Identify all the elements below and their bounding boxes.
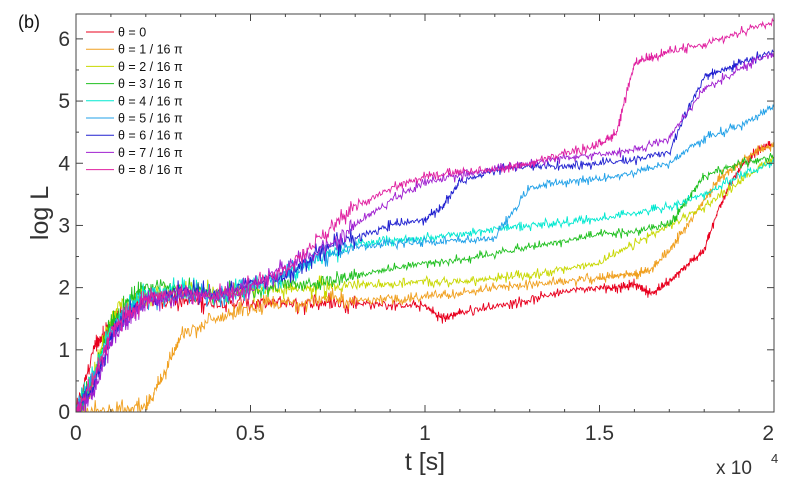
x-tick-label: 2 <box>762 422 774 445</box>
legend-label-0: θ = 0 <box>118 26 146 40</box>
x-tick-label: 1 <box>419 422 431 445</box>
y-tick-label: 2 <box>58 277 70 300</box>
ticks-layer: 0 0.5 1 1.5 2 0 1 2 3 4 5 6 <box>58 14 775 445</box>
y-tick-label: 4 <box>58 152 70 175</box>
series-line-4 <box>76 158 774 412</box>
legend-label-2: θ = 2 / 16 π <box>118 60 183 74</box>
y-tick-label: 3 <box>58 214 70 237</box>
series-line-8 <box>76 17 774 412</box>
y-axis-title: log L <box>26 186 54 240</box>
legend-label-6: θ = 6 / 16 π <box>118 129 183 143</box>
legend: θ = 0 θ = 1 / 16 π θ = 2 / 16 π θ = 3 / 16 … <box>86 26 183 177</box>
series-line-7 <box>76 51 774 412</box>
x-tick-label: 1.5 <box>585 422 614 445</box>
panel-label: (b) <box>18 12 40 32</box>
y-tick-label: 1 <box>58 339 70 362</box>
legend-label-8: θ = 8 / 16 π <box>118 163 183 177</box>
y-tick-label: 5 <box>58 90 70 113</box>
legend-label-3: θ = 3 / 16 π <box>118 77 183 91</box>
x-tick-label: 0 <box>70 422 82 445</box>
y-tick-label: 6 <box>58 28 70 51</box>
x-tick-label: 0.5 <box>236 422 265 445</box>
x-exponent-power: 4 <box>771 451 778 466</box>
series-layer <box>76 17 774 412</box>
legend-label-4: θ = 4 / 16 π <box>118 94 183 108</box>
legend-label-1: θ = 1 / 16 π <box>118 43 183 57</box>
series-line-1 <box>76 142 774 412</box>
x-axis-title: t [s] <box>405 448 445 476</box>
y-tick-label: 0 <box>58 401 70 424</box>
legend-label-7: θ = 7 / 16 π <box>118 146 183 160</box>
x-exponent-label: x 10 <box>716 458 752 479</box>
legend-label-5: θ = 5 / 16 π <box>118 112 183 126</box>
